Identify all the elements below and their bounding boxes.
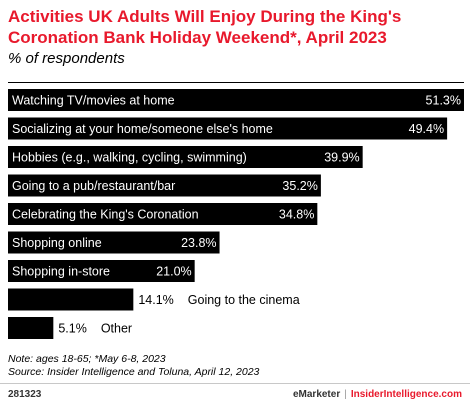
emarketer-logo: eMarketer <box>292 389 341 400</box>
bar <box>8 174 321 197</box>
value-label: 5.1% <box>58 322 86 336</box>
bar <box>8 203 318 225</box>
bar-chart: Watching TV/movies at home 51.3% Socializi… <box>8 89 464 339</box>
category-label: Watching TV/movies at home <box>12 94 175 108</box>
category-label: Going to the cinema <box>188 293 300 307</box>
value-label: 51.3% <box>426 94 461 108</box>
bar <box>8 288 134 311</box>
footnote: Note: ages 18-65; *May 6-8, 2023 Source:… <box>8 353 259 379</box>
category-label: Shopping in-store <box>12 265 110 279</box>
brand-separator: | <box>344 389 347 400</box>
chart-id: 281323 <box>8 389 42 400</box>
category-label: Other <box>101 322 132 336</box>
footer-brand: eMarketer | InsiderIntelligence.com <box>293 389 462 400</box>
bar <box>8 260 195 282</box>
value-label: 34.8% <box>279 208 314 222</box>
value-label: 14.1% <box>138 293 173 307</box>
chart-title: Activities UK Adults Will Enjoy During t… <box>8 7 402 47</box>
insiderintelligence-link[interactable]: InsiderIntelligence.com <box>350 389 462 400</box>
category-label: Hobbies (e.g., walking, cycling, swimmin… <box>12 151 247 165</box>
bar <box>8 89 464 111</box>
footnote-source: Source: Insider Intelligence and Toluna,… <box>8 366 260 378</box>
category-label: Going to a pub/restaurant/bar <box>12 179 175 193</box>
footnote-note: Note: ages 18-65; *May 6-8, 2023 <box>8 353 166 365</box>
value-label: 39.9% <box>324 151 359 165</box>
footer-divider <box>0 383 470 384</box>
bar <box>8 317 54 339</box>
value-label: 49.4% <box>409 122 444 136</box>
bar <box>8 146 363 168</box>
value-label: 35.2% <box>282 179 317 193</box>
category-label: Celebrating the King's Coronation <box>12 208 199 222</box>
title-divider <box>8 82 464 83</box>
bar <box>8 231 220 254</box>
value-label: 21.0% <box>156 265 191 279</box>
bar <box>8 117 448 140</box>
category-label: Shopping online <box>12 236 102 250</box>
value-label: 23.8% <box>181 236 216 250</box>
category-label: Socializing at your home/someone else's … <box>12 122 273 136</box>
chart-subtitle: % of respondents <box>8 50 125 67</box>
